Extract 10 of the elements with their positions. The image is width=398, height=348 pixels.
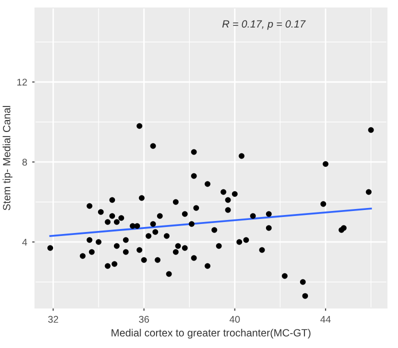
x-tick-label: 44	[320, 316, 331, 323]
x-tick-label: 36	[138, 316, 149, 323]
annotation: R = 0.17, p = 0.17	[222, 20, 306, 30]
x-axis-title: Medial cortex to greater trochanter(MC-GT)	[112, 328, 310, 339]
x-tick-label: 40	[230, 316, 240, 323]
y-axis-title: Stem tip- Medial Canal	[2, 106, 12, 210]
y-tick-label: 8	[22, 158, 27, 166]
y-tick-label: 12	[17, 78, 27, 86]
y-tick-label: 4	[22, 238, 28, 246]
x-tick-label: 32	[48, 316, 58, 323]
